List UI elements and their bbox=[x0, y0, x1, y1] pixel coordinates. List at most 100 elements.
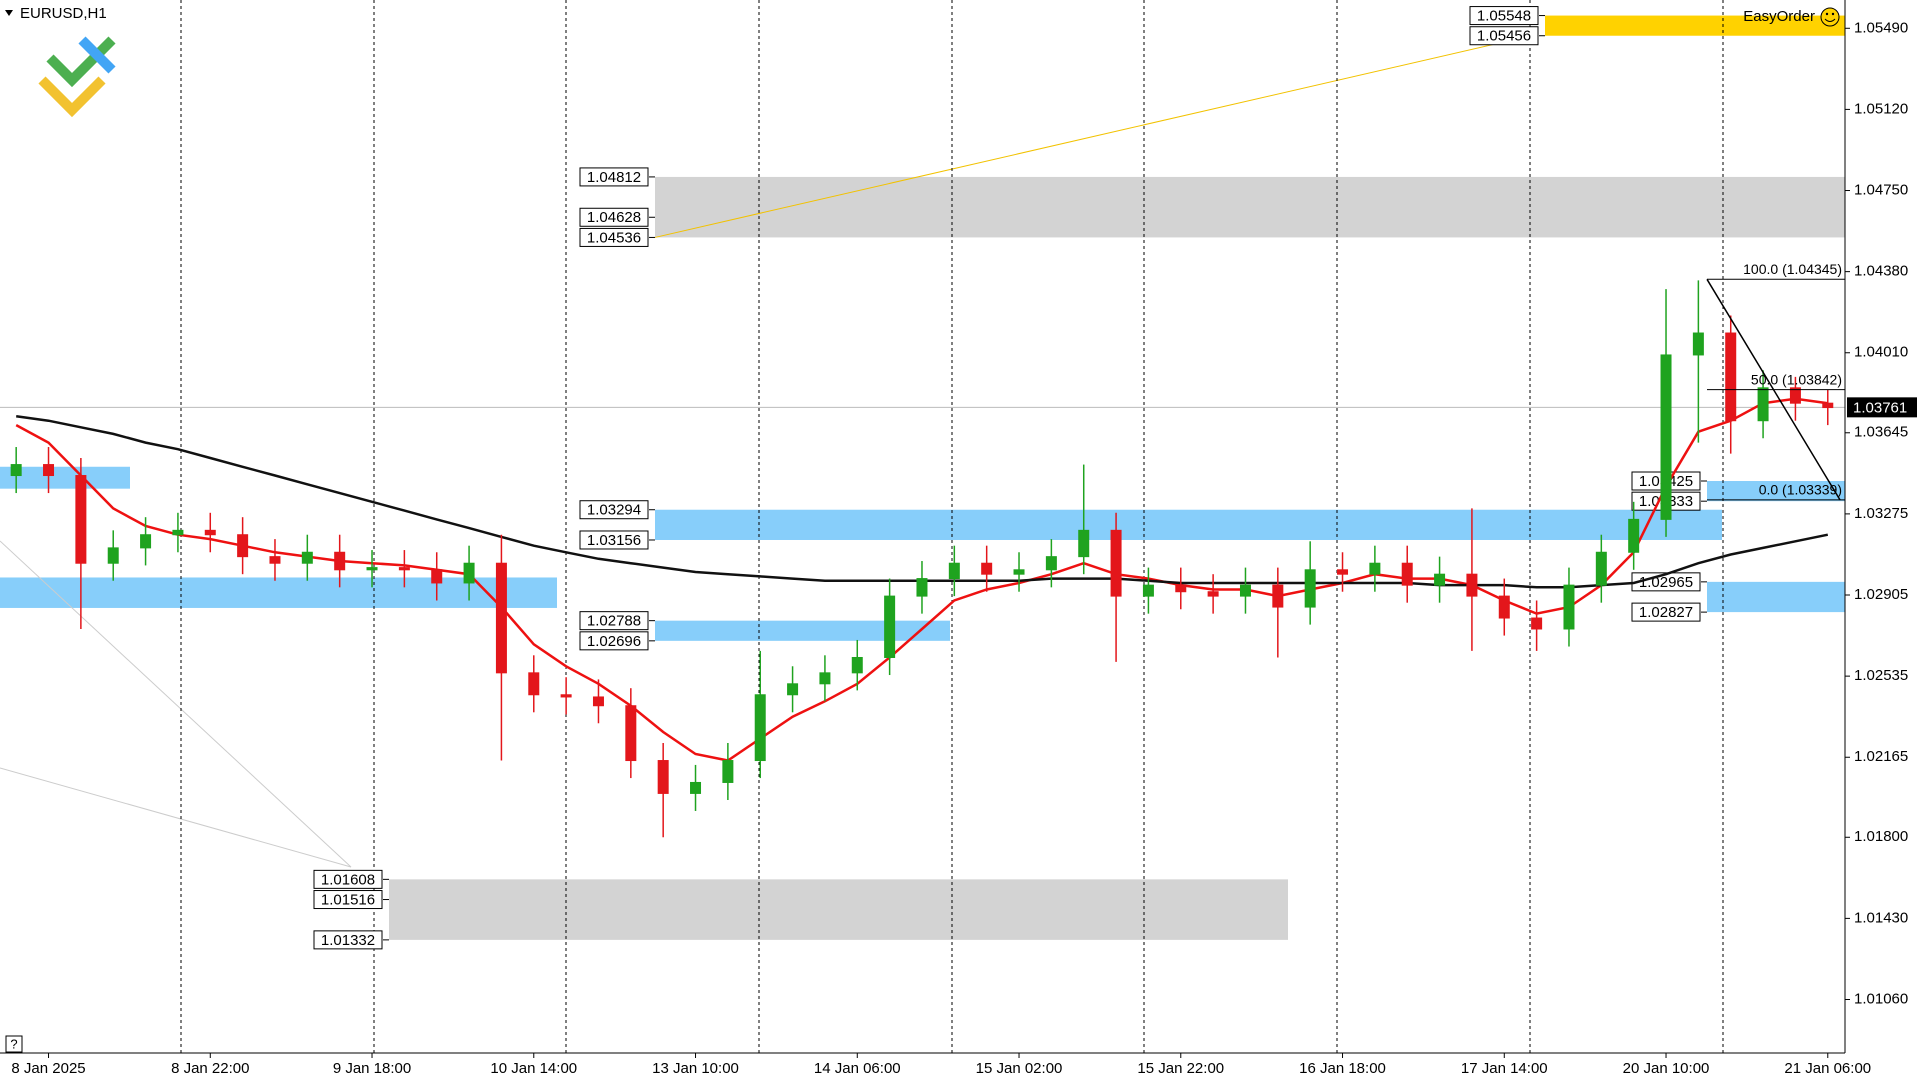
candle-body bbox=[1013, 569, 1025, 575]
candle-body bbox=[204, 529, 216, 536]
price-label-box bbox=[579, 530, 649, 550]
price-label: 1.03156 bbox=[587, 532, 641, 549]
candle-body bbox=[1175, 584, 1187, 593]
candle-body bbox=[1466, 573, 1478, 597]
candle-body bbox=[1434, 573, 1446, 586]
moving-average bbox=[15, 397, 1828, 762]
candle-body bbox=[107, 547, 119, 564]
price-label: 1.02965 bbox=[1639, 574, 1693, 591]
x-tick-label: 9 Jan 18:00 bbox=[333, 1060, 411, 1077]
candle-body bbox=[431, 569, 443, 584]
x-tick-label: 16 Jan 18:00 bbox=[1299, 1060, 1386, 1077]
candle-body bbox=[1725, 332, 1737, 422]
candle-body bbox=[1401, 562, 1413, 586]
candle-body bbox=[495, 562, 507, 674]
x-tick-label: 13 Jan 10:00 bbox=[652, 1060, 739, 1077]
candle-body bbox=[1563, 584, 1575, 630]
x-tick-label: 15 Jan 02:00 bbox=[976, 1060, 1063, 1077]
price-label-box bbox=[579, 500, 649, 520]
price-label: 1.04536 bbox=[587, 229, 641, 246]
y-tick-label: 1.01430 bbox=[1854, 909, 1908, 926]
candle-body bbox=[981, 562, 993, 575]
candle-body bbox=[1628, 518, 1640, 553]
symbol-title: EURUSD,H1 bbox=[20, 5, 107, 22]
x-tick-label: 17 Jan 14:00 bbox=[1461, 1060, 1548, 1077]
candle-body bbox=[560, 694, 572, 698]
zones bbox=[0, 15, 1845, 940]
price-label-box bbox=[579, 611, 649, 631]
price-label-box bbox=[579, 167, 649, 187]
x-tick-label: 15 Jan 22:00 bbox=[1137, 1060, 1224, 1077]
candle-body bbox=[334, 551, 346, 571]
zone bbox=[0, 466, 130, 489]
x-tick-label: 21 Jan 06:00 bbox=[1784, 1060, 1871, 1077]
trend-line bbox=[654, 35, 1532, 238]
candle-body bbox=[592, 696, 604, 707]
price-label: 1.04628 bbox=[587, 209, 641, 226]
y-tick-label: 1.04380 bbox=[1854, 263, 1908, 280]
candle-body bbox=[1304, 569, 1316, 608]
candle-body bbox=[172, 529, 184, 536]
y-tick-label: 1.03645 bbox=[1854, 424, 1908, 441]
logo bbox=[38, 36, 116, 118]
x-tick-label: 14 Jan 06:00 bbox=[814, 1060, 901, 1077]
zone bbox=[655, 509, 1722, 540]
candle-body bbox=[1045, 556, 1057, 571]
trend-line bbox=[0, 767, 352, 868]
price-label-box bbox=[579, 207, 649, 227]
price-label-box bbox=[579, 631, 649, 651]
candle-body bbox=[657, 760, 669, 794]
price-label-box bbox=[1469, 6, 1539, 26]
candle-body bbox=[528, 672, 540, 696]
y-tick-label: 1.02535 bbox=[1854, 667, 1908, 684]
candle-body bbox=[787, 683, 799, 696]
candle-body bbox=[722, 760, 734, 783]
y-tick-label: 1.01060 bbox=[1854, 990, 1908, 1007]
candle-body bbox=[140, 534, 152, 549]
candle-body bbox=[948, 562, 960, 580]
easy-order[interactable]: EasyOrder bbox=[1743, 8, 1815, 25]
help-label[interactable]: ? bbox=[10, 1036, 17, 1051]
candle-body bbox=[1757, 387, 1769, 422]
last-price-box bbox=[1847, 397, 1917, 418]
y-tick-label: 1.05490 bbox=[1854, 19, 1908, 36]
candle-body bbox=[1498, 595, 1510, 619]
price-label-box bbox=[313, 890, 383, 910]
candle-body bbox=[301, 551, 313, 564]
smiley-icon[interactable] bbox=[1820, 7, 1840, 27]
y-tick-label: 1.04010 bbox=[1854, 344, 1908, 361]
zone bbox=[1707, 581, 1845, 613]
candle-body bbox=[884, 595, 896, 658]
candle-body bbox=[10, 464, 22, 477]
zone bbox=[389, 879, 1288, 940]
candle-body bbox=[754, 694, 766, 762]
candle-body bbox=[237, 534, 249, 558]
price-label-box bbox=[313, 930, 383, 950]
plot: 1.05548 1.05456 1.04812 1.04628 1.04536 1.032… bbox=[10, 6, 1845, 950]
x-tick-label: 8 Jan 2025 bbox=[11, 1060, 85, 1077]
candle-body bbox=[366, 567, 378, 571]
candle-body bbox=[1337, 569, 1349, 575]
candle-body bbox=[1207, 591, 1219, 597]
price-label-box bbox=[1469, 26, 1539, 46]
menu-arrow[interactable] bbox=[5, 10, 13, 16]
candle-body bbox=[463, 562, 475, 584]
candle-body bbox=[851, 656, 863, 674]
help-button[interactable] bbox=[5, 1035, 23, 1053]
candle-body bbox=[916, 578, 928, 597]
price-label: 1.05456 bbox=[1477, 28, 1531, 45]
price-label: 1.01516 bbox=[321, 892, 375, 909]
fibo-label: 100.0 (1.04345) bbox=[1743, 261, 1842, 277]
candle-body bbox=[1660, 354, 1672, 520]
price-label-box bbox=[579, 227, 649, 247]
price-label-box bbox=[313, 869, 383, 889]
price-label: 1.05548 bbox=[1477, 8, 1531, 25]
y-tick-label: 1.01800 bbox=[1854, 828, 1908, 845]
trend-line bbox=[0, 540, 352, 868]
price-label-box bbox=[1631, 602, 1701, 622]
candle-body bbox=[1110, 529, 1122, 597]
candle-body bbox=[43, 464, 55, 477]
candle-body bbox=[1531, 617, 1543, 630]
